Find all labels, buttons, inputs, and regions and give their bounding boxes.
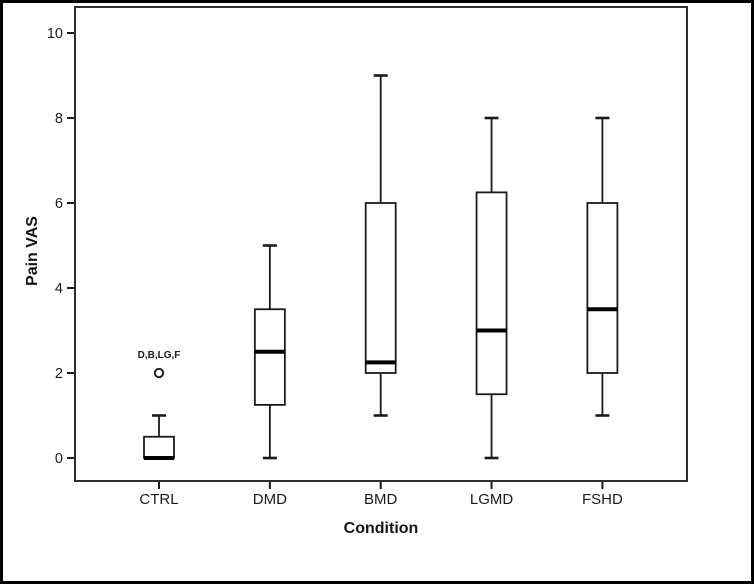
y-tick-label-10: 10 bbox=[47, 26, 63, 42]
x-category-label-LGMD: LGMD bbox=[470, 491, 514, 508]
box-FSHD bbox=[586, 202, 619, 374]
x-category-label-FSHD: FSHD bbox=[582, 491, 623, 508]
plot-canvas: 0 2 4 6 8 10 CTRL DMD BMD LGMD FSHD D,B,LG,F bbox=[47, 26, 623, 508]
y-tick-label-6: 6 bbox=[55, 196, 63, 212]
box-CTRL bbox=[143, 435, 175, 459]
box-DMD bbox=[253, 308, 286, 406]
y-tick-label-4: 4 bbox=[55, 281, 63, 297]
x-category-label-CTRL: CTRL bbox=[139, 491, 178, 508]
box-LGMD bbox=[475, 191, 508, 396]
outlier-label-CTRL-0: D,B,LG,F bbox=[138, 350, 181, 361]
x-axis-title: Condition bbox=[343, 520, 419, 537]
x-category-label-BMD: BMD bbox=[364, 491, 398, 508]
y-axis-title: Pain VAS bbox=[24, 216, 41, 286]
box-BMD bbox=[364, 202, 397, 374]
x-category-label-DMD: DMD bbox=[253, 491, 287, 508]
y-tick-label-2: 2 bbox=[55, 366, 63, 382]
y-tick-label-0: 0 bbox=[55, 451, 63, 467]
y-tick-label-8: 8 bbox=[55, 111, 63, 127]
outlier-point-CTRL-0 bbox=[153, 367, 165, 379]
